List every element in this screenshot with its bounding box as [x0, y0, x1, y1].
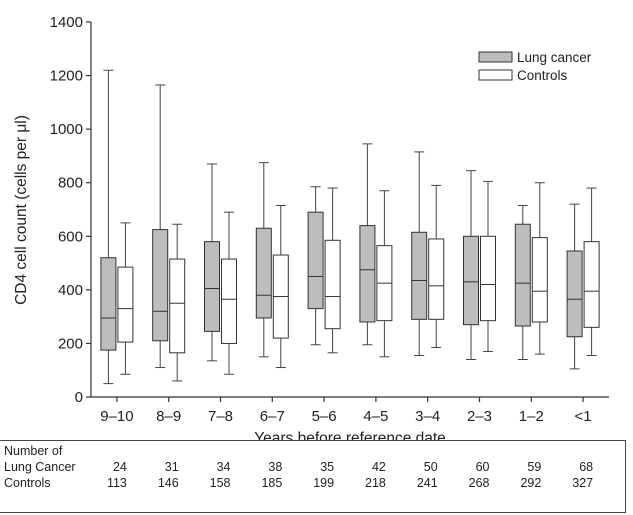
- legend: Lung cancer Controls: [478, 50, 592, 83]
- count-cell: 35: [320, 460, 335, 474]
- legend-label-controls: Controls: [517, 68, 568, 83]
- cd4-boxplot-chart: 0 200 400 600 800 1000 1200 1400 9–10 8–9 7–8 6–7 5…: [13, 14, 609, 440]
- count-cell: 185: [261, 476, 283, 490]
- box-iqr: [204, 241, 220, 332]
- box-iqr: [100, 257, 117, 351]
- sample-counts-table: Number of Lung Cancer 24 31 34 38 35 42 50 60 59…: [0, 440, 626, 513]
- legend-swatch-lung-cancer: [478, 51, 513, 63]
- box-iqr: [359, 225, 376, 323]
- count-cell: 50: [423, 460, 438, 474]
- box-lung-cancer: [566, 203, 583, 370]
- count-cell: 38: [268, 460, 283, 474]
- box-lung-cancer: [411, 151, 428, 356]
- counts-row-label: Controls: [4, 476, 51, 490]
- box-iqr: [583, 241, 600, 328]
- y-tick-label: 400: [58, 282, 83, 299]
- count-cell: 292: [520, 476, 542, 490]
- y-tick-label: 1200: [50, 68, 83, 85]
- box-lung-cancer: [359, 143, 376, 346]
- counts-header-label: Number of: [4, 444, 63, 458]
- count-cell: 218: [365, 476, 386, 490]
- box-controls: [428, 184, 445, 348]
- count-cell: 146: [157, 476, 179, 490]
- counts-row-controls: Controls 113 146 158 185 199 218 241 268 292 327: [0, 476, 626, 491]
- x-tick-label: 4–5: [363, 408, 388, 425]
- x-tick-label: 7–8: [208, 408, 233, 425]
- box-iqr: [411, 231, 428, 320]
- box-iqr: [531, 237, 548, 323]
- x-tick-label: 9–10: [100, 408, 133, 425]
- y-tick-label: 1000: [50, 121, 83, 138]
- box-series-layer: [100, 69, 600, 385]
- box-controls: [272, 204, 289, 369]
- box-controls: [583, 187, 600, 356]
- count-cell: 34: [216, 460, 231, 474]
- count-cell: 59: [527, 460, 542, 474]
- counts-row-lung-cancer: Lung Cancer 24 31 34 38 35 42 50 60 59 68: [0, 460, 626, 475]
- box-lung-cancer: [514, 204, 531, 360]
- box-iqr: [463, 235, 479, 326]
- x-tick-label: 1–2: [519, 408, 544, 425]
- y-tick-label: 200: [58, 335, 83, 352]
- count-cell: 113: [106, 476, 127, 490]
- box-lung-cancer: [204, 163, 220, 362]
- box-iqr: [324, 239, 341, 330]
- box-iqr: [307, 211, 324, 310]
- box-lung-cancer: [307, 186, 324, 346]
- box-iqr: [428, 238, 445, 320]
- y-tick-label: 0: [75, 389, 83, 406]
- y-tick-label: 600: [58, 228, 83, 245]
- box-controls: [376, 190, 393, 358]
- legend-label-lung-cancer: Lung cancer: [517, 50, 592, 65]
- count-cell: 31: [164, 460, 179, 474]
- box-iqr: [255, 227, 272, 319]
- x-tick-label: 6–7: [260, 408, 285, 425]
- box-controls: [169, 223, 186, 382]
- counts-header-row: Number of: [0, 444, 626, 459]
- count-cell: 241: [416, 476, 438, 490]
- box-controls: [531, 182, 548, 355]
- count-cell: 199: [313, 476, 335, 490]
- box-iqr: [117, 266, 134, 343]
- count-cell: 327: [572, 476, 594, 490]
- box-controls: [324, 187, 341, 354]
- x-tick-label: 2–3: [467, 408, 492, 425]
- x-tick-label: 8–9: [156, 408, 181, 425]
- box-lung-cancer: [100, 69, 117, 385]
- x-axis-title: Years before reference date: [254, 430, 446, 440]
- box-lung-cancer: [152, 84, 169, 369]
- box-iqr: [514, 223, 531, 327]
- x-tick-label: 5–6: [312, 408, 337, 425]
- y-axis-title: CD4 cell count (cells per μl): [13, 115, 30, 305]
- count-cell: 24: [112, 460, 127, 474]
- y-axis-ticks: 0 200 400 600 800 1000 1200 1400: [50, 14, 91, 406]
- box-iqr: [152, 229, 169, 342]
- x-tick-label: <1: [575, 408, 592, 425]
- box-iqr: [169, 258, 186, 354]
- legend-swatch-controls: [478, 69, 513, 81]
- box-controls: [117, 222, 134, 375]
- box-controls: [221, 211, 237, 375]
- count-cell: 158: [209, 476, 231, 490]
- y-tick-label: 1400: [50, 14, 83, 31]
- box-iqr: [221, 258, 237, 344]
- count-cell: 42: [371, 460, 386, 474]
- box-iqr: [566, 250, 583, 338]
- x-axis-ticks: 9–10 8–9 7–8 6–7 5–6 4–5 3–4 2–3 1–2 <1: [100, 397, 592, 425]
- box-lung-cancer: [255, 162, 272, 358]
- box-lung-cancer: [463, 170, 479, 360]
- y-tick-label: 800: [58, 175, 83, 192]
- box-iqr: [480, 235, 496, 322]
- count-cell: 268: [468, 476, 490, 490]
- box-controls: [480, 180, 496, 352]
- count-cell: 60: [475, 460, 490, 474]
- x-tick-label: 3–4: [415, 408, 440, 425]
- counts-row-label: Lung Cancer: [4, 460, 76, 474]
- count-cell: 68: [579, 460, 594, 474]
